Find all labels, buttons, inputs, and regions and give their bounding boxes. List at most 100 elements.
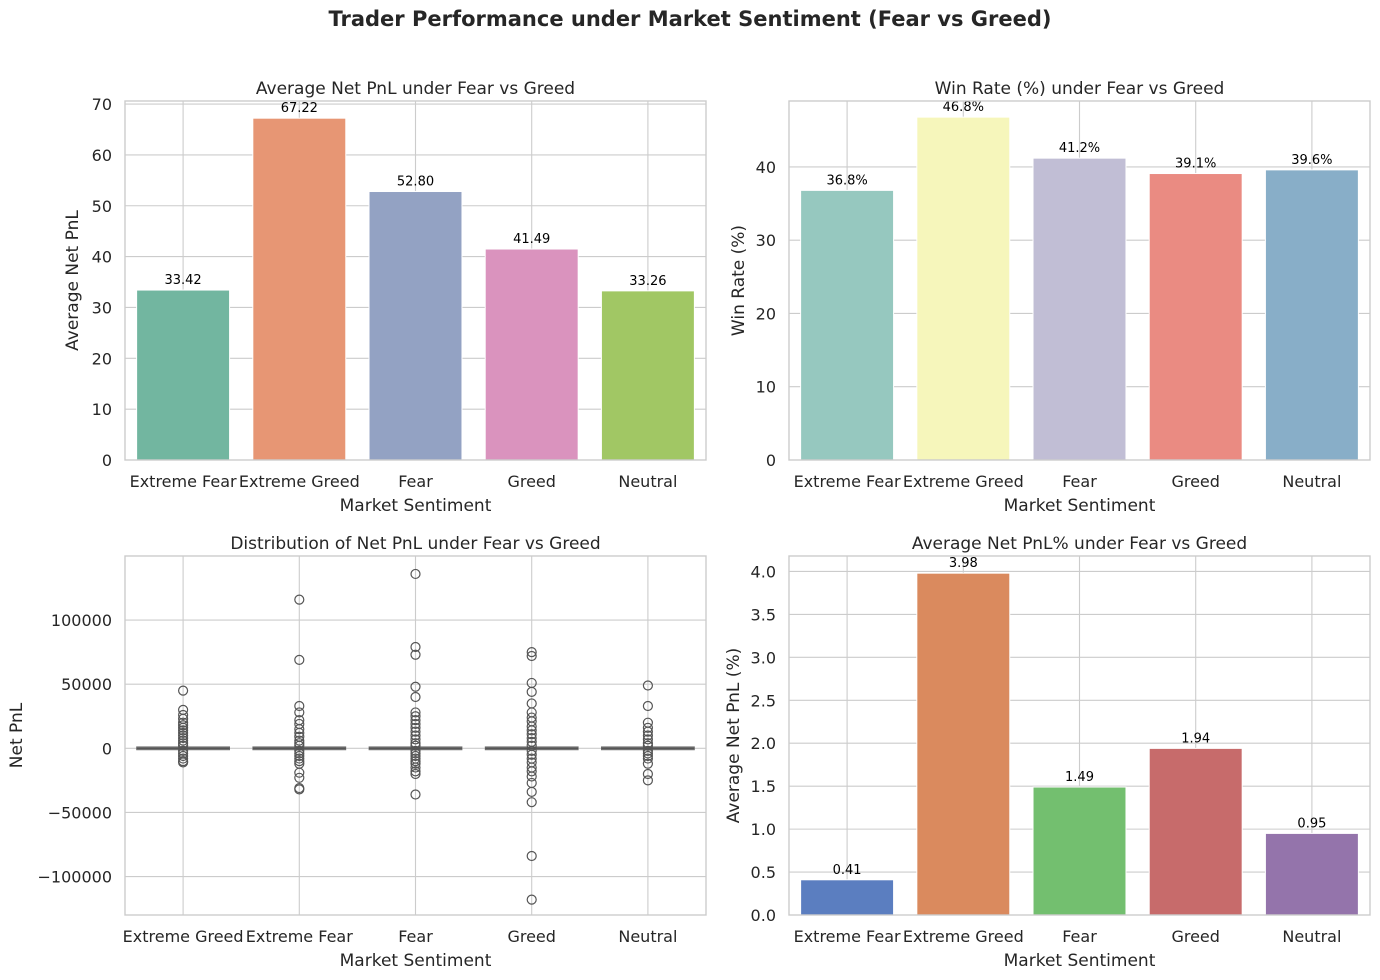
outlier-point xyxy=(410,738,421,749)
outlier-point xyxy=(642,726,654,737)
outlier-point xyxy=(410,750,421,762)
subplot-2: 0 10 20 30 40 36.8% 46.8% 41.2% 39.1% 39.6% Extrem… xyxy=(729,79,1371,516)
outlier-point xyxy=(526,650,537,662)
bar xyxy=(916,572,1011,916)
y-tick-label: 4.0 xyxy=(751,562,776,581)
outlier-point xyxy=(410,722,421,733)
outlier-point xyxy=(178,750,189,762)
data-label: 39.1% xyxy=(1175,157,1216,172)
outlier-point xyxy=(526,894,537,905)
data-label: 0.95 xyxy=(1297,816,1326,831)
outlier-point xyxy=(294,700,305,712)
x-tick-label: Extreme Greed xyxy=(903,472,1024,491)
data-label: 1.49 xyxy=(1065,770,1094,785)
y-tick-label: 0.5 xyxy=(751,863,776,882)
outlier-point xyxy=(410,715,421,726)
data-label: 36.8% xyxy=(826,173,867,188)
outlier-point xyxy=(526,850,537,862)
y-tick-label: 70 xyxy=(92,95,112,114)
outlier-point xyxy=(410,707,421,718)
subplot-4: 0.0 0.5 1.0 1.5 2.0 2.5 3.0 3.5 4.0 0.41 3.98 1.49 1… xyxy=(724,534,1371,971)
bar xyxy=(916,116,1011,461)
figure-title: Trader Performance under Market Sentimen… xyxy=(328,7,1051,31)
outlier-point xyxy=(410,726,421,737)
x-tick-label: Greed xyxy=(507,472,555,491)
x-tick-label: Greed xyxy=(1171,927,1219,946)
outlier-point xyxy=(410,768,421,780)
x-tick-label: Greed xyxy=(507,927,555,946)
outlier-point xyxy=(642,758,654,769)
outlier-point xyxy=(642,750,654,762)
outlier-point xyxy=(178,717,189,728)
x-tick-label: Fear xyxy=(1062,472,1097,491)
outlier-point xyxy=(178,685,189,696)
outlier-point xyxy=(642,753,654,764)
outlier-point xyxy=(410,789,421,800)
outlier-point xyxy=(410,649,421,660)
outlier-point xyxy=(410,718,421,730)
x-tick-label: Extreme Greed xyxy=(239,472,360,491)
axes-frame xyxy=(788,555,1371,916)
subplot-title: Average Net PnL under Fear vs Greed xyxy=(256,79,575,99)
y-tick-label: 0.0 xyxy=(751,906,776,925)
x-axis-label: Market Sentiment xyxy=(1004,496,1156,516)
outlier-point xyxy=(526,749,537,760)
data-label: 52.80 xyxy=(397,175,434,190)
outlier-point xyxy=(178,745,189,756)
bar xyxy=(800,879,895,916)
axes-frame xyxy=(124,100,707,461)
outlier-point xyxy=(526,732,537,744)
outlier-point xyxy=(178,735,189,746)
outlier-point xyxy=(642,730,654,741)
axes-frame xyxy=(788,100,1371,461)
outlier-point xyxy=(642,722,654,733)
outlier-point xyxy=(410,756,421,767)
outlier-point xyxy=(410,681,421,692)
y-tick-label: 3.0 xyxy=(751,648,776,667)
outlier-point xyxy=(294,594,305,605)
outlier-point xyxy=(178,732,189,744)
x-tick-label: Greed xyxy=(1171,472,1219,491)
outlier-point xyxy=(178,738,189,749)
data-label: 41.2% xyxy=(1059,141,1100,156)
bar xyxy=(600,290,695,461)
y-tick-label: 50 xyxy=(92,197,112,216)
x-tick-label: Neutral xyxy=(1282,927,1341,946)
y-tick-label: 100000 xyxy=(51,611,112,630)
outlier-point xyxy=(410,766,421,777)
outlier-point xyxy=(642,740,654,751)
outlier-point xyxy=(642,775,654,786)
y-tick-label: 20 xyxy=(92,349,112,368)
y-tick-label: 10 xyxy=(92,400,112,419)
x-tick-label: Neutral xyxy=(618,472,677,491)
y-tick-label: 1.5 xyxy=(751,777,776,796)
data-label: 3.98 xyxy=(949,556,978,571)
outlier-point xyxy=(178,730,189,741)
data-label: 33.26 xyxy=(629,274,666,289)
outlier-point xyxy=(642,734,654,745)
y-tick-label: 0 xyxy=(102,739,112,758)
outlier-point xyxy=(178,709,189,721)
outlier-point xyxy=(294,745,305,756)
outlier-point xyxy=(294,772,305,783)
outlier-point xyxy=(526,647,537,658)
outlier-point xyxy=(526,686,537,698)
bar xyxy=(1032,786,1127,916)
y-tick-label: 50000 xyxy=(61,675,112,694)
data-label: 67.22 xyxy=(281,101,318,116)
y-axis-label: Average Net PnL (%) xyxy=(724,648,744,823)
outlier-point xyxy=(294,753,305,764)
outlier-point xyxy=(642,745,654,756)
y-tick-label: 2.5 xyxy=(751,691,776,710)
outlier-point xyxy=(178,725,189,736)
outlier-point xyxy=(410,711,421,722)
y-tick-label: 40 xyxy=(756,158,776,177)
outlier-point xyxy=(526,797,537,808)
outlier-point xyxy=(178,753,189,764)
x-tick-label: Extreme Fear xyxy=(246,927,353,946)
subplots: 0 10 20 30 40 50 60 70 33.42 67.22 52.80 41.49 33.26… xyxy=(7,79,1371,971)
outlier-point xyxy=(294,738,305,749)
subplot-1: 0 10 20 30 40 50 60 70 33.42 67.22 52.80 41.49 33.26… xyxy=(63,79,707,516)
axes-frame xyxy=(124,555,707,916)
bar xyxy=(1032,157,1127,461)
